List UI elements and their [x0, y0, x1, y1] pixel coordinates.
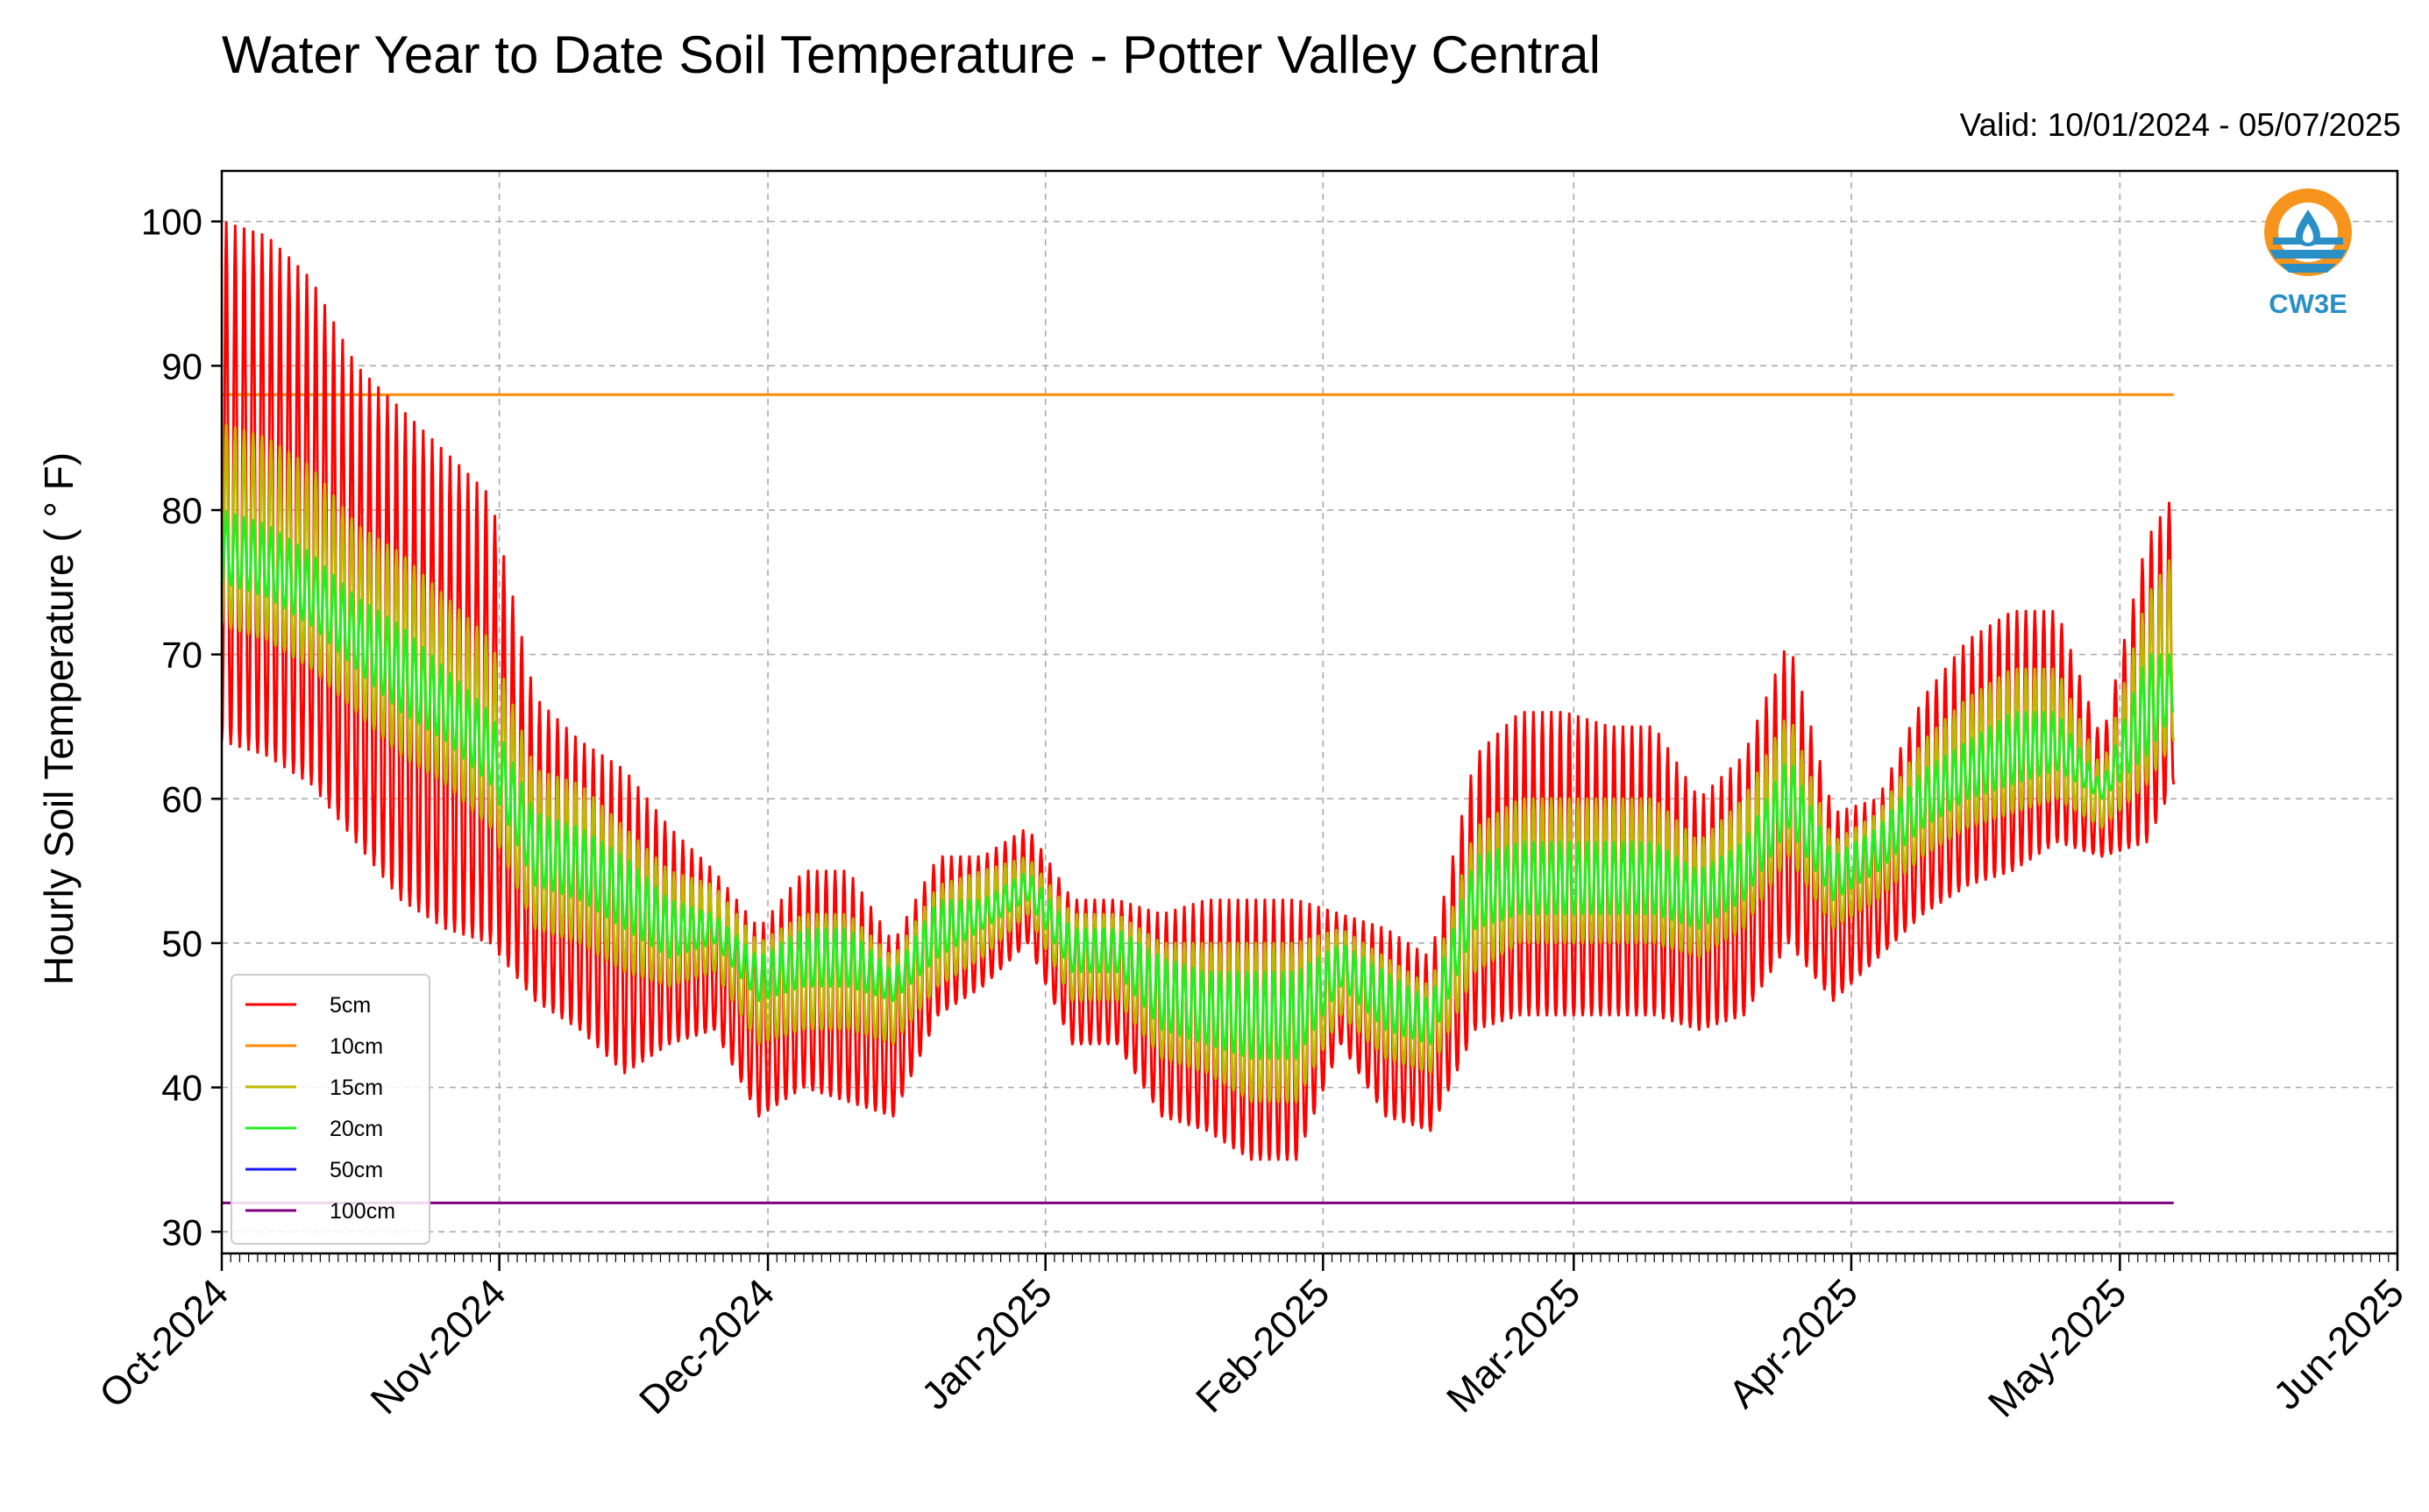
legend-label: 10cm	[330, 1034, 383, 1059]
logo-text: CW3E	[2269, 288, 2347, 319]
y-tick-label: 100	[141, 202, 202, 243]
legend-label: 20cm	[330, 1117, 383, 1141]
series-line-15cm	[222, 423, 2176, 1104]
legend-label: 15cm	[330, 1075, 383, 1100]
y-tick-label: 70	[161, 635, 202, 676]
y-tick-label: 30	[161, 1211, 202, 1253]
legend-label: 5cm	[330, 993, 371, 1018]
plot-frame	[220, 169, 2399, 1255]
series-line-20cm	[222, 510, 2175, 1061]
x-tick-label: Apr-2025	[1720, 1270, 1866, 1416]
x-tick-label: May-2025	[1979, 1270, 2135, 1426]
y-tick-label: 40	[161, 1068, 202, 1109]
series-layer	[222, 221, 2176, 1204]
chart-subtitle: Valid: 10/01/2024 - 05/07/2025	[1959, 107, 2401, 143]
legend-box	[231, 974, 430, 1245]
x-tick-label: Nov-2024	[362, 1270, 515, 1423]
grid	[221, 171, 2398, 1253]
cw3e-logo: CW3E	[2264, 188, 2352, 319]
series-line-5cm	[222, 221, 2176, 1161]
x-tick-label: Dec-2024	[630, 1270, 783, 1423]
y-tick-label: 80	[161, 490, 202, 531]
x-tick-label: Mar-2025	[1438, 1270, 1588, 1421]
legend-label: 100cm	[330, 1199, 395, 1224]
legend-label: 50cm	[330, 1158, 383, 1182]
x-tick-label: Oct-2024	[90, 1270, 237, 1416]
chart-title: Water Year to Date Soil Temperature - Po…	[222, 25, 1601, 84]
x-tick-label: Jan-2025	[913, 1270, 1061, 1418]
legend: 5cm 10cm 15cm 20cm 50cm 100cm	[231, 974, 430, 1245]
x-tick-label: Feb-2025	[1187, 1270, 1338, 1421]
x-tick-label: Jun-2025	[2264, 1270, 2412, 1418]
y-tick-label: 50	[161, 923, 202, 964]
y-tick-label: 90	[161, 345, 202, 387]
y-tick-label: 60	[161, 778, 202, 820]
